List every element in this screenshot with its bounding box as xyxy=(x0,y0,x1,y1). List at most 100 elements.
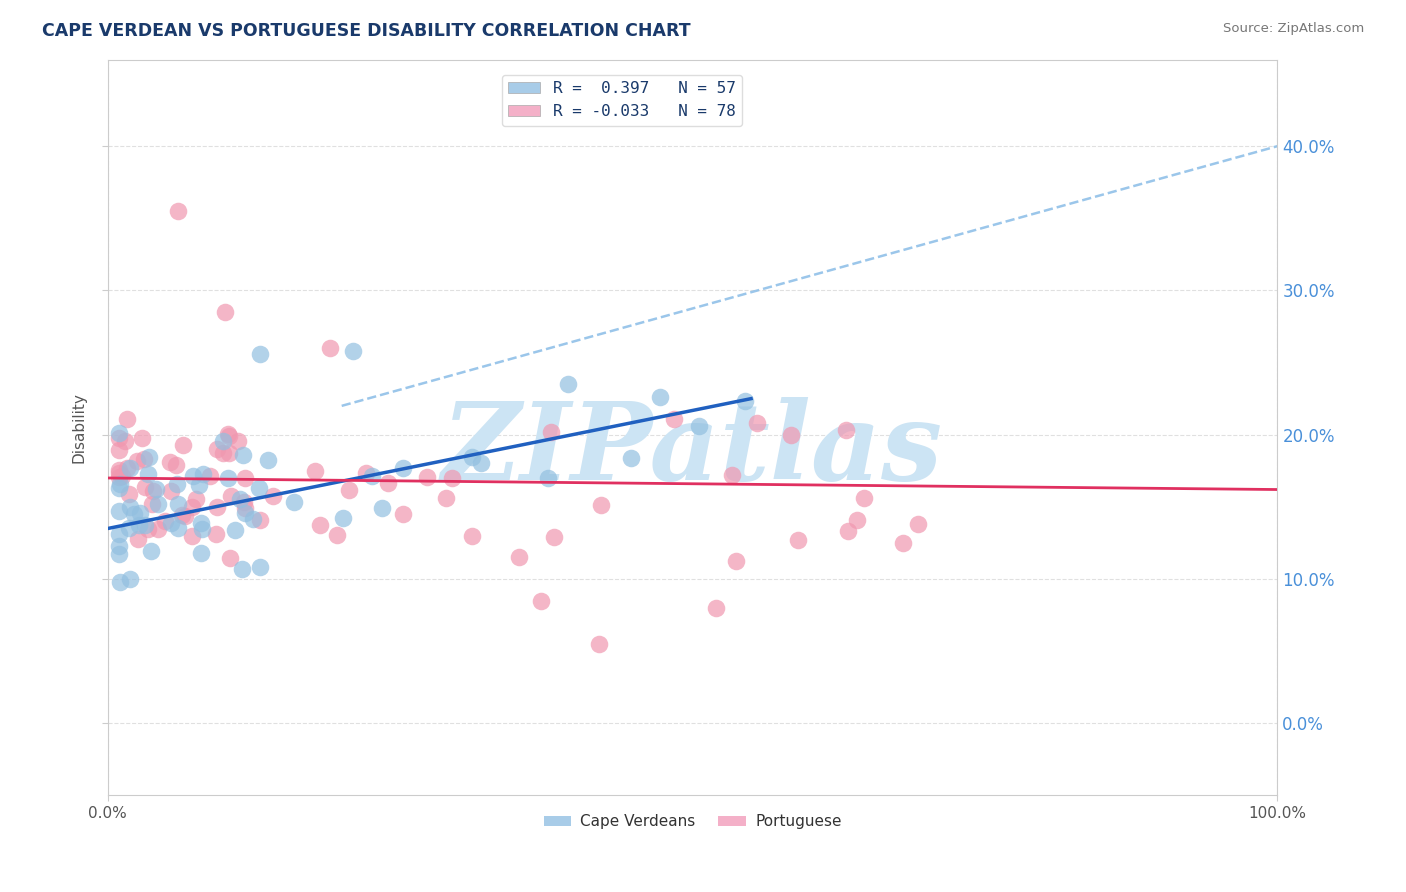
Point xyxy=(165,458,187,472)
Point xyxy=(620,451,643,466)
Point xyxy=(434,491,457,505)
Point xyxy=(108,539,131,553)
Point xyxy=(217,470,239,484)
Point xyxy=(233,506,256,520)
Point xyxy=(470,456,492,470)
Point xyxy=(249,513,271,527)
Point xyxy=(129,506,152,520)
Legend: Cape Verdeans, Portuguese: Cape Verdeans, Portuguese xyxy=(537,808,848,836)
Point xyxy=(207,500,229,514)
Point xyxy=(891,536,914,550)
Point xyxy=(232,495,254,509)
Point xyxy=(835,423,858,437)
Point xyxy=(540,425,562,439)
Point xyxy=(219,550,242,565)
Point xyxy=(391,507,413,521)
Point xyxy=(127,532,149,546)
Point xyxy=(852,491,875,506)
Point xyxy=(191,522,214,536)
Point xyxy=(132,452,155,467)
Point xyxy=(211,446,233,460)
Point xyxy=(166,477,188,491)
Point xyxy=(187,477,209,491)
Point xyxy=(218,429,240,443)
Point xyxy=(354,466,377,480)
Point xyxy=(205,442,228,456)
Point xyxy=(108,574,131,589)
Point xyxy=(131,431,153,445)
Point xyxy=(142,483,165,498)
Point xyxy=(118,500,141,515)
Point xyxy=(214,305,236,319)
Point xyxy=(529,593,551,607)
Point xyxy=(145,483,167,497)
Point xyxy=(309,518,332,533)
Point xyxy=(166,497,188,511)
Point xyxy=(361,468,384,483)
Point xyxy=(193,467,215,481)
Point xyxy=(377,476,399,491)
Point xyxy=(134,517,156,532)
Point xyxy=(190,516,212,530)
Point xyxy=(688,419,710,434)
Point xyxy=(648,390,671,404)
Point xyxy=(326,528,349,542)
Point xyxy=(845,513,868,527)
Point xyxy=(172,438,194,452)
Point xyxy=(159,516,181,531)
Point xyxy=(190,546,212,560)
Point xyxy=(146,522,169,536)
Text: Source: ZipAtlas.com: Source: ZipAtlas.com xyxy=(1223,22,1364,36)
Point xyxy=(117,487,139,501)
Point xyxy=(224,523,246,537)
Point xyxy=(218,446,240,460)
Point xyxy=(160,484,183,499)
Text: ZIPatlas: ZIPatlas xyxy=(441,397,943,502)
Point xyxy=(180,500,202,514)
Point xyxy=(557,376,579,391)
Point xyxy=(233,471,256,485)
Point xyxy=(118,521,141,535)
Point xyxy=(186,492,208,507)
Point xyxy=(138,450,160,464)
Point xyxy=(108,443,131,458)
Point xyxy=(342,344,364,359)
Point xyxy=(108,547,131,561)
Point xyxy=(304,464,326,478)
Point xyxy=(205,527,228,541)
Point xyxy=(734,394,756,409)
Point xyxy=(786,533,808,548)
Point xyxy=(122,508,145,522)
Text: CAPE VERDEAN VS PORTUGUESE DISABILITY CORRELATION CHART: CAPE VERDEAN VS PORTUGUESE DISABILITY CO… xyxy=(42,22,690,40)
Point xyxy=(115,461,138,475)
Point xyxy=(283,495,305,509)
Point xyxy=(120,572,142,586)
Point xyxy=(231,562,253,576)
Point xyxy=(219,489,242,503)
Point xyxy=(907,517,929,532)
Point xyxy=(108,467,131,481)
Point xyxy=(745,416,768,430)
Point xyxy=(128,518,150,533)
Point xyxy=(332,511,354,525)
Point xyxy=(141,497,163,511)
Point xyxy=(153,515,176,529)
Point xyxy=(591,499,613,513)
Point xyxy=(139,544,162,558)
Point xyxy=(704,600,727,615)
Point xyxy=(461,450,484,464)
Point xyxy=(172,508,194,523)
Point xyxy=(416,470,439,484)
Point xyxy=(229,491,252,506)
Point xyxy=(780,427,803,442)
Point xyxy=(146,497,169,511)
Point xyxy=(159,455,181,469)
Point xyxy=(108,526,131,541)
Point xyxy=(588,637,610,651)
Point xyxy=(233,501,256,516)
Point xyxy=(337,483,360,497)
Point xyxy=(247,481,270,495)
Point xyxy=(134,480,156,494)
Point xyxy=(138,467,160,482)
Point xyxy=(174,509,197,524)
